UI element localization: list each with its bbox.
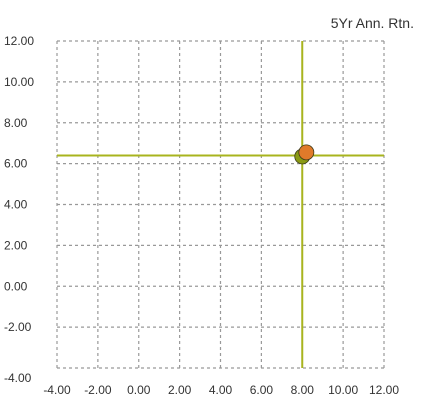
data-point	[298, 144, 315, 161]
y-tick-label: -4.00	[4, 371, 32, 385]
x-tick-label: 2.00	[168, 383, 192, 397]
y-tick-label: 10.00	[4, 75, 34, 89]
grid-lines	[56, 40, 385, 369]
y-axis-ticks: -4.00 -2.00 0.00 2.00 4.00 6.00 8.00 10.00 12.00	[4, 34, 34, 385]
y-tick-label: 0.00	[4, 279, 28, 293]
y-tick-label: 2.00	[4, 238, 28, 252]
x-tick-label: 8.00	[291, 383, 315, 397]
chart-title: 5Yr Ann. Rtn.	[331, 15, 414, 31]
y-tick-label: 6.00	[4, 157, 28, 171]
x-tick-label: -2.00	[84, 383, 112, 397]
y-tick-label: 12.00	[4, 34, 34, 48]
x-tick-label: 12.00	[369, 383, 399, 397]
x-tick-label: 4.00	[209, 383, 233, 397]
data-points	[294, 144, 315, 165]
x-tick-label: 6.00	[250, 383, 274, 397]
x-tick-label: 10.00	[328, 383, 358, 397]
x-tick-label: -4.00	[43, 383, 71, 397]
x-tick-label: 0.00	[127, 383, 151, 397]
y-tick-label: -2.00	[4, 320, 32, 334]
y-tick-label: 4.00	[4, 198, 28, 212]
x-axis-ticks: -4.00 -2.00 0.00 2.00 4.00 6.00 8.00 10.00 12.00	[43, 383, 399, 397]
y-tick-label: 8.00	[4, 116, 28, 130]
reference-lines	[57, 41, 384, 368]
